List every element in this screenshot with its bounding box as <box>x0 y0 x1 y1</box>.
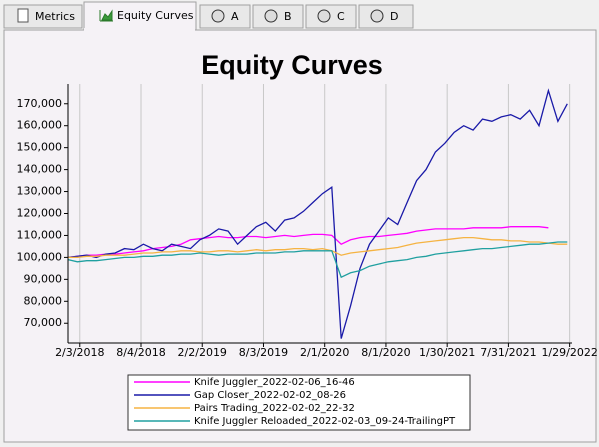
series-line <box>68 236 568 259</box>
tab-join <box>84 28 195 32</box>
tab-label[interactable]: Metrics <box>35 10 75 23</box>
legend-label: Pairs Trading_2022-02-02_22-32 <box>194 403 355 414</box>
y-tick-label: 90,000 <box>24 272 63 285</box>
y-tick-label: 110,000 <box>17 228 63 241</box>
tab[interactable]: Equity Curves <box>83 1 197 31</box>
tab-label[interactable]: B <box>284 10 292 23</box>
y-tick-label: 160,000 <box>17 119 63 132</box>
plot: 2/3/2018 8/4/2018 2/2/2019 8/3/2019 2/1/2020… <box>17 84 598 359</box>
y-tick-label: 70,000 <box>24 316 63 329</box>
x-tick-label: 1/29/2022 <box>541 346 597 359</box>
tab[interactable]: B <box>252 4 304 29</box>
y-tick-label: 150,000 <box>17 141 63 154</box>
tab[interactable]: D <box>358 4 414 29</box>
plot-area <box>68 84 572 343</box>
y-tick-label: 140,000 <box>17 163 63 176</box>
series-line <box>67 88 568 339</box>
series-line <box>67 226 549 259</box>
series-line <box>67 241 568 279</box>
y-tick-label: 120,000 <box>17 207 63 220</box>
x-tick-label: 8/3/2019 <box>239 346 288 359</box>
tab-label[interactable]: Equity Curves <box>117 9 194 22</box>
x-tick-label: 7/31/2021 <box>480 346 536 359</box>
x-tick-label: 2/1/2020 <box>300 346 349 359</box>
tab-label[interactable]: D <box>390 10 398 23</box>
tab-label[interactable]: C <box>337 10 345 23</box>
x-tick-label: 2/2/2019 <box>178 346 227 359</box>
x-tick-label: 2/3/2018 <box>55 346 104 359</box>
y-tick-label: 170,000 <box>17 97 63 110</box>
chart-title: Equity Curves <box>201 50 383 80</box>
legend-label: Gap Closer_2022-02-02_08-26 <box>194 390 346 401</box>
tab[interactable]: A <box>199 4 251 29</box>
tab[interactable]: C <box>305 4 357 29</box>
y-tick-label: 100,000 <box>17 250 63 263</box>
legend-label: Knife Juggler_2022-02-06_16-46 <box>194 377 355 388</box>
x-tick-label: 8/4/2018 <box>116 346 165 359</box>
tab-label[interactable]: A <box>231 10 239 23</box>
y-tick-label: 130,000 <box>17 185 63 198</box>
tab[interactable]: Metrics <box>3 4 83 29</box>
x-tick-label: 1/30/2021 <box>419 346 475 359</box>
y-tick-label: 80,000 <box>24 294 63 307</box>
legend-label: Knife Juggler Reloaded_2022-02-03_09-24-… <box>194 416 456 427</box>
x-tick-label: 8/1/2020 <box>361 346 410 359</box>
